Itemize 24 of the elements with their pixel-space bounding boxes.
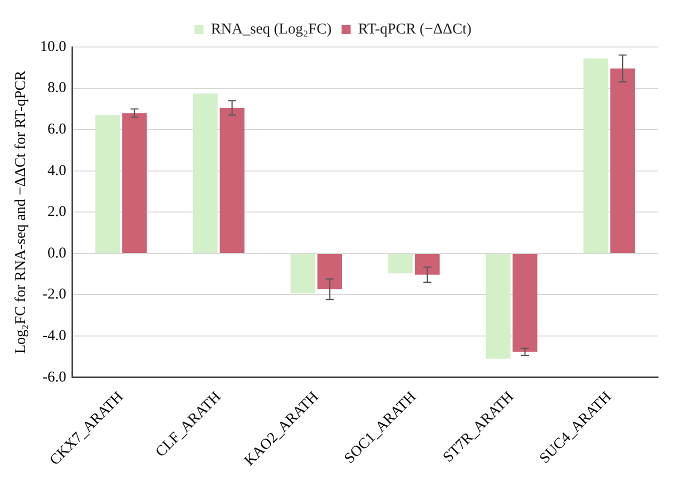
bar (388, 254, 413, 274)
bar (192, 93, 218, 253)
bar (512, 254, 538, 352)
y-tick-label: -2.0 (42, 286, 66, 303)
bar (122, 113, 147, 253)
y-tick-label: 2.0 (48, 204, 66, 220)
y-tick-label: -6.0 (42, 369, 66, 386)
y-tick-label: 8.0 (48, 80, 66, 96)
bar (415, 254, 440, 275)
y-tick-label: 10.0 (40, 38, 66, 55)
y-tick-label: -4.0 (42, 328, 66, 344)
legend-label: RNA_seq (Log₂FC) (210, 21, 332, 38)
y-tick-label: 0.0 (48, 245, 66, 262)
bar (486, 254, 510, 359)
bar (290, 254, 316, 294)
y-tick-label: 6.0 (48, 122, 66, 138)
bar (610, 68, 635, 253)
bar (95, 115, 120, 253)
legend-label: RT-qPCR (−ΔΔCt) (358, 21, 472, 38)
y-tick-label: 4.0 (48, 162, 66, 179)
bar (220, 108, 244, 253)
y-axis-title: Log₂FC for RNA-seq and −ΔΔCt for RT-qPCR (12, 70, 29, 354)
bar (317, 254, 342, 290)
bar (583, 58, 608, 253)
